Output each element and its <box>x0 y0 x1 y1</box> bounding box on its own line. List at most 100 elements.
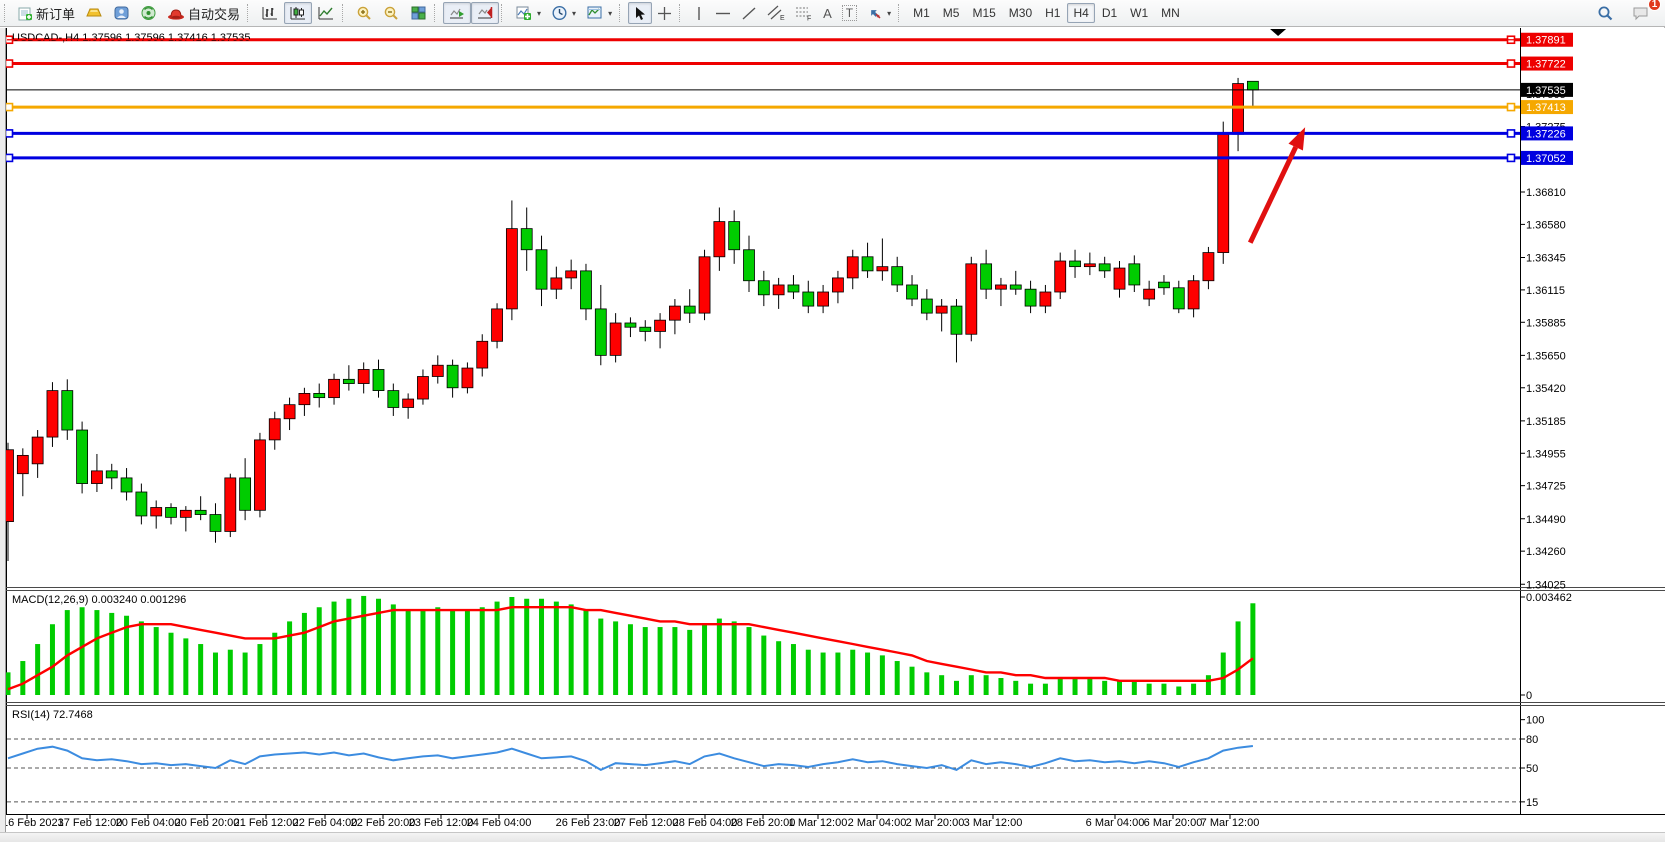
zoom-out-button[interactable] <box>378 2 405 24</box>
text-tool-button[interactable]: A <box>818 2 837 24</box>
candle-bullish <box>1054 260 1067 293</box>
vertical-line-tool-button[interactable] <box>688 2 710 24</box>
toolbar-grip <box>4 4 10 22</box>
zoom-in-button[interactable] <box>351 2 378 24</box>
line-handle[interactable] <box>1506 153 1516 163</box>
macd-histogram-bar <box>420 610 426 695</box>
line-handle[interactable] <box>1506 129 1516 138</box>
price-badge-1.37891: 1.37891 <box>1521 32 1573 47</box>
auto-trading-hat-icon <box>167 6 185 21</box>
timeframe-d1-button[interactable]: D1 <box>1101 6 1118 20</box>
rsi-pane: 100 80 50 15 RSI(14) 72.7468 <box>7 709 1544 809</box>
line-handle[interactable] <box>4 129 14 138</box>
channel-tool-button[interactable]: E <box>762 2 790 24</box>
line-handle[interactable] <box>4 102 14 112</box>
timeframe-h1-button[interactable]: H1 <box>1045 6 1061 20</box>
crosshair-button[interactable] <box>652 2 677 24</box>
dropdown-caret-icon: ▾ <box>608 8 613 18</box>
candle-bearish <box>624 322 637 328</box>
macd-histogram-bar <box>316 607 322 695</box>
candle-bearish <box>1009 284 1022 290</box>
horizontal-line-tool-button[interactable] <box>710 2 736 24</box>
community-button[interactable] <box>108 2 135 24</box>
candle-bullish <box>298 393 311 406</box>
bar-chart-button[interactable] <box>256 2 284 24</box>
arrows-tool-button[interactable]: ▾ <box>862 2 896 24</box>
timeframe-w1-button[interactable]: W1 <box>1130 6 1149 20</box>
timeframe-mn-button[interactable]: MN <box>1161 6 1180 20</box>
pane-separator-1[interactable] <box>0 587 1665 591</box>
status-bar <box>0 832 1665 842</box>
macd-histogram-bar <box>49 624 55 695</box>
macd-histogram-bar <box>1191 683 1197 695</box>
svg-text:1.37226: 1.37226 <box>1526 128 1566 140</box>
toolbar-grip <box>342 4 348 22</box>
cursor-button[interactable] <box>628 2 653 24</box>
trendline-tool-button[interactable] <box>736 2 762 24</box>
macd-histogram-bar <box>153 627 159 695</box>
candle-bearish <box>209 514 222 532</box>
macd-histogram-bar <box>301 612 307 695</box>
line-handle[interactable] <box>1506 59 1516 68</box>
trend-arrow[interactable] <box>1247 127 1306 244</box>
line-handle[interactable] <box>1506 102 1516 112</box>
x-axis-label: 7 Mar 12:00 <box>1201 817 1260 829</box>
timeframe-m1-button[interactable]: M1 <box>913 6 930 20</box>
macd-histogram-bar <box>1235 621 1241 695</box>
timeframe-m5-button[interactable]: M5 <box>942 6 960 20</box>
line-handle[interactable] <box>4 59 14 68</box>
market-depth-button[interactable] <box>80 2 108 24</box>
periods-button[interactable]: ▾ <box>546 2 581 24</box>
candle-bullish <box>224 477 237 532</box>
new-order-button[interactable]: 新订单 <box>13 2 80 24</box>
macd-histogram-bar <box>20 661 26 695</box>
clock-icon <box>551 5 568 21</box>
line-handle[interactable] <box>4 153 14 163</box>
auto-trading-label: 自动交易 <box>188 6 241 22</box>
search-button[interactable] <box>1592 2 1619 24</box>
chart-shift-button[interactable] <box>471 2 500 24</box>
chart-background <box>0 28 1665 832</box>
text-label-tool-button[interactable]: T <box>837 2 862 24</box>
signals-button[interactable] <box>135 2 162 24</box>
macd-histogram-bar <box>479 607 485 695</box>
chart-canvas[interactable]: 1.377351.375051.372751.370451.368101.365… <box>0 28 1665 832</box>
macd-histogram-bar <box>287 621 293 695</box>
svg-text:50: 50 <box>1526 763 1538 775</box>
candle-bearish <box>906 284 918 300</box>
notifications-button[interactable]: 1 <box>1627 0 1661 24</box>
hline-1.37052[interactable] <box>4 153 1521 163</box>
rsi-title: RSI(14) 72.7468 <box>12 709 93 721</box>
macd-histogram-bar <box>1176 686 1182 695</box>
x-axis-label: 6 Mar 04:00 <box>1086 817 1145 829</box>
zoom-in-icon <box>356 5 373 21</box>
candle-bullish <box>16 454 29 475</box>
macd-histogram-bar <box>583 610 589 695</box>
line-chart-button[interactable] <box>312 2 340 24</box>
macd-histogram-bar <box>405 610 411 695</box>
timeframe-h4-button[interactable]: H4 <box>1067 3 1095 23</box>
timeframe-m30-button[interactable]: M30 <box>1008 6 1033 20</box>
auto-trading-button[interactable]: 自动交易 <box>162 2 245 24</box>
macd-histogram-bar <box>109 612 115 695</box>
auto-scroll-button[interactable] <box>443 2 472 24</box>
templates-button[interactable]: ▾ <box>581 2 617 24</box>
candle-bearish <box>1098 263 1111 272</box>
time-marker-triangle[interactable] <box>1270 29 1287 36</box>
pane-separator-2[interactable] <box>0 702 1665 706</box>
candlestick-chart-button[interactable] <box>284 2 313 24</box>
dropdown-caret-icon: ▾ <box>572 8 577 18</box>
auto-scroll-icon <box>448 5 466 21</box>
macd-signal-line <box>7 606 1254 691</box>
toolbar-right-group: 1 <box>1592 0 1663 24</box>
macd-histogram-bar <box>509 597 515 695</box>
chart-area[interactable]: 1.377351.375051.372751.370451.368101.365… <box>0 28 1665 832</box>
indicators-button[interactable]: ▾ <box>510 2 546 24</box>
x-axis-label: 1 Mar 12:00 <box>789 817 848 829</box>
hline-1.37722[interactable] <box>4 59 1521 68</box>
fibonacci-tool-button[interactable]: F <box>790 2 818 24</box>
x-axis-label: 20 Feb 20:00 <box>175 817 240 829</box>
timeframe-m15-button[interactable]: M15 <box>972 6 996 20</box>
tile-windows-button[interactable] <box>405 2 432 24</box>
